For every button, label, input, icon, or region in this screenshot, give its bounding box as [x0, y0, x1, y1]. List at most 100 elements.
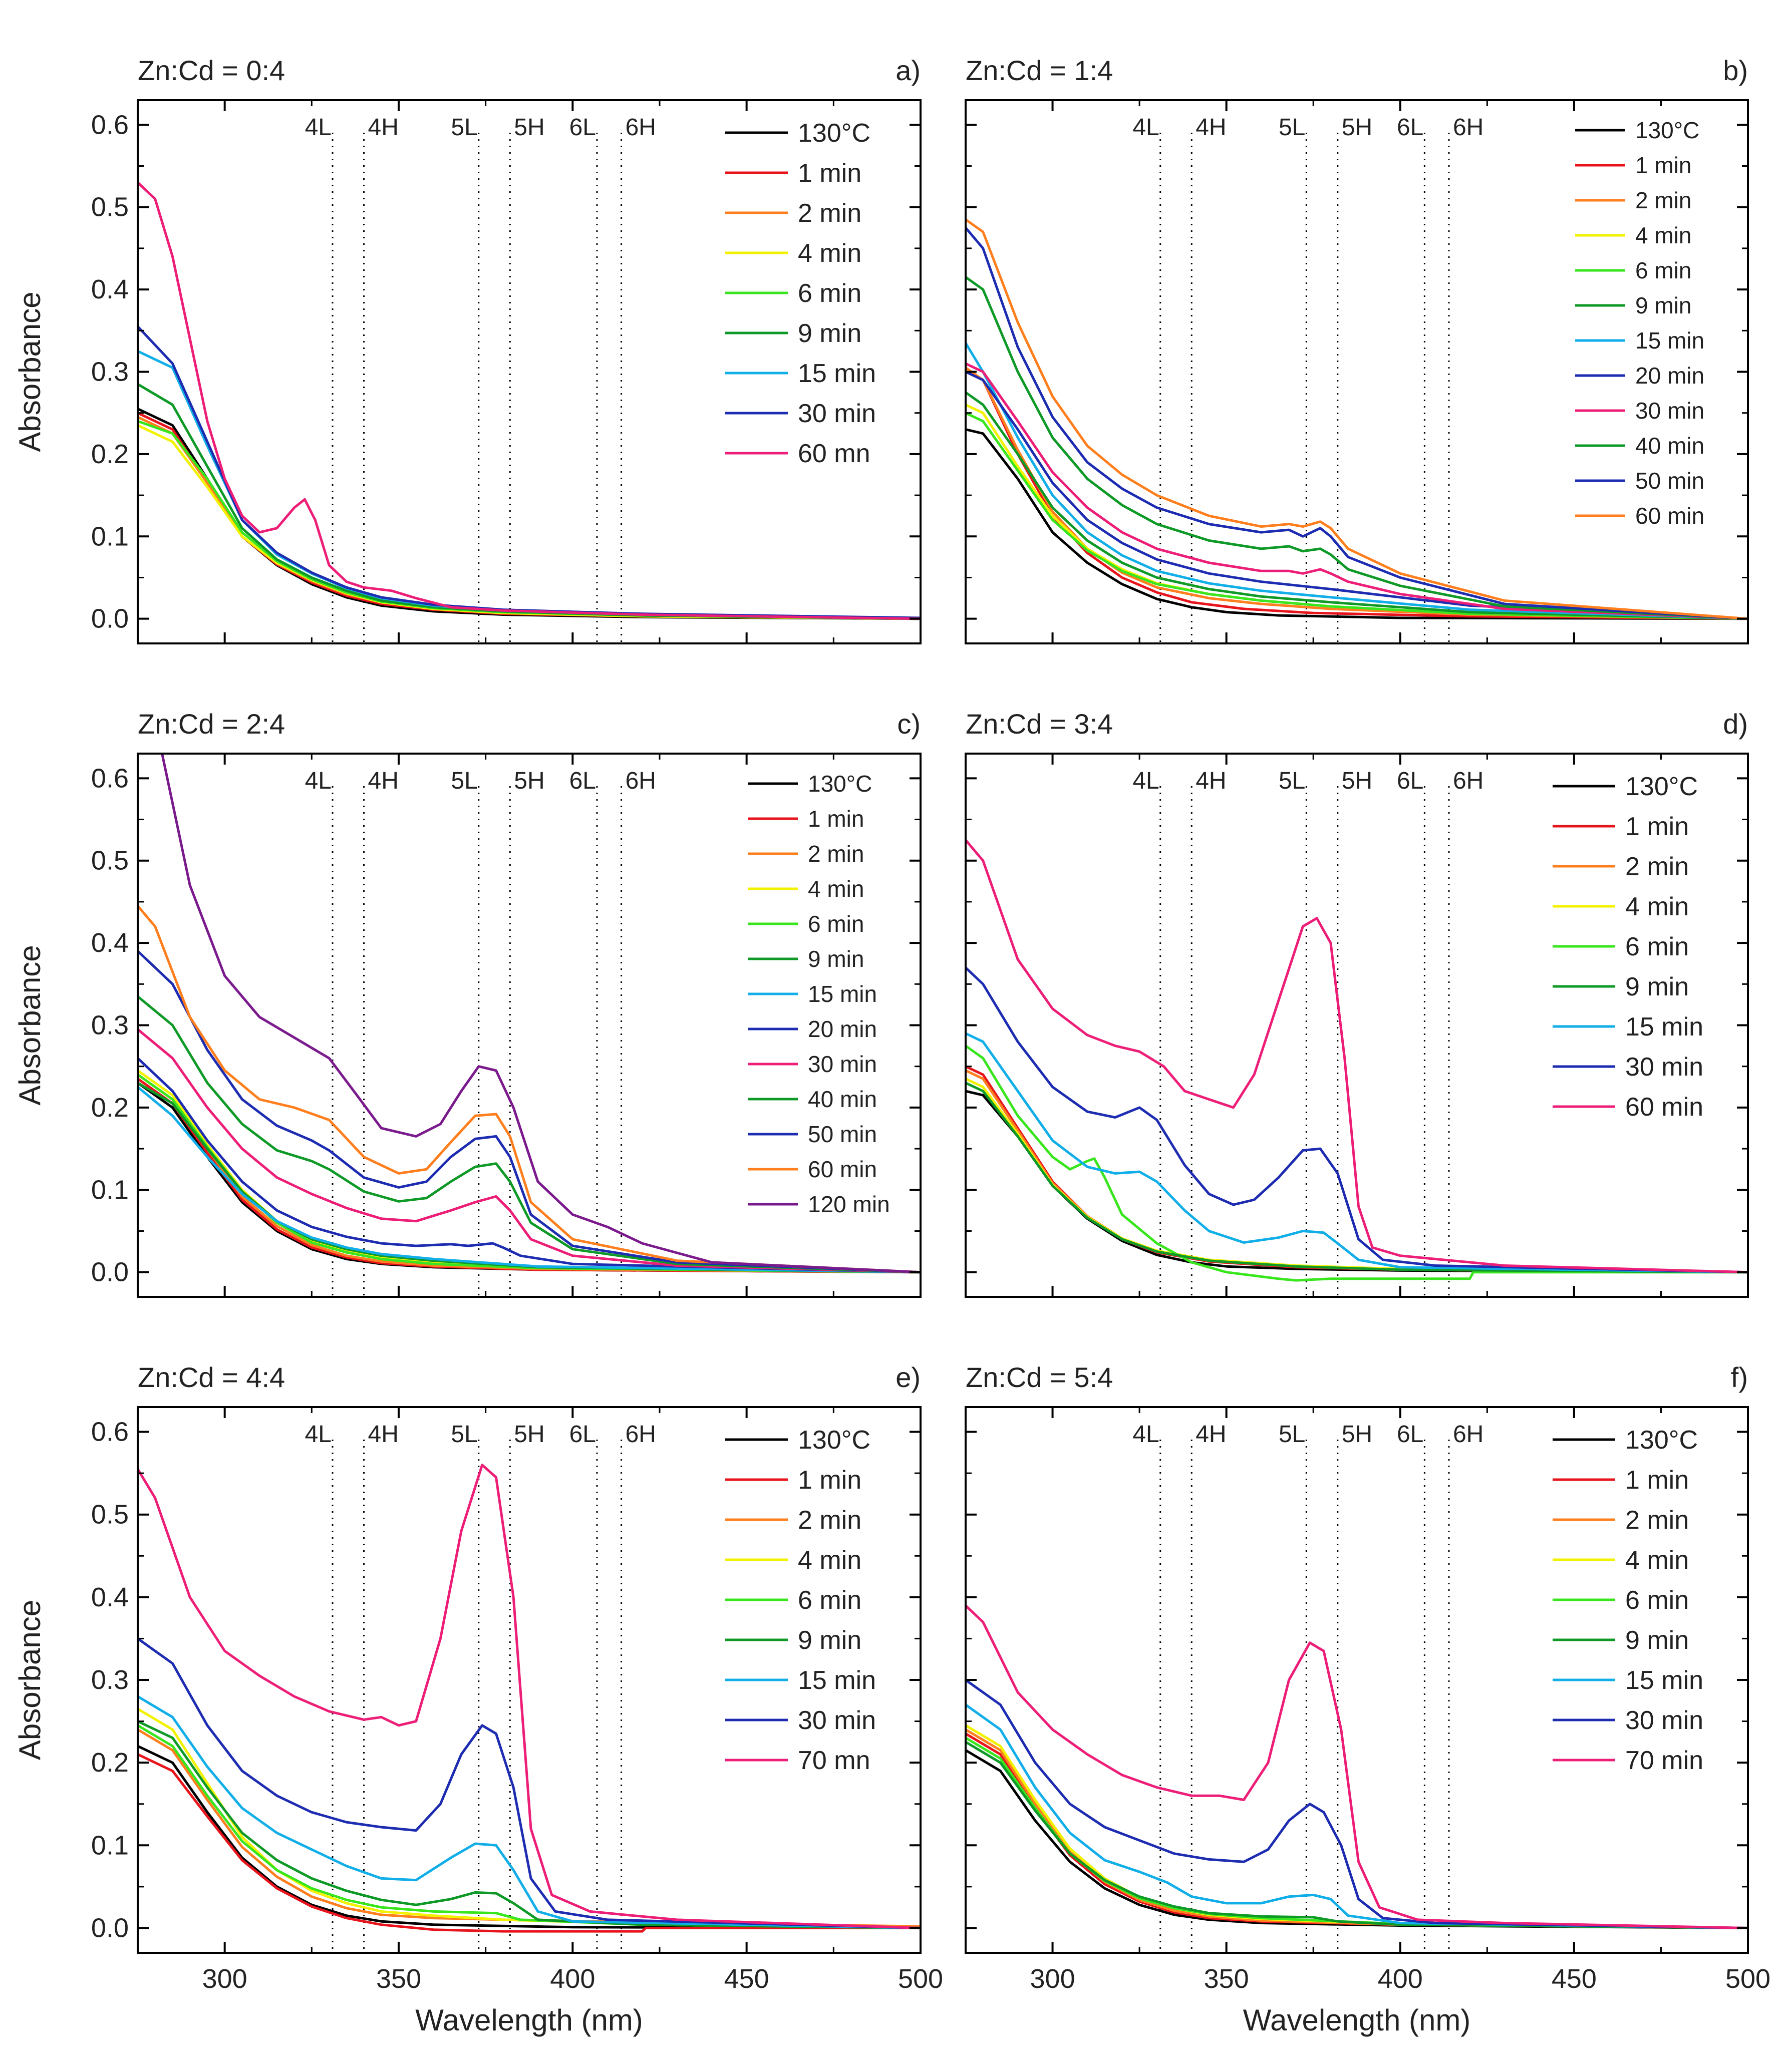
marker-label-5l: 5L	[451, 1421, 477, 1448]
marker-label-6l: 6L	[569, 1421, 596, 1448]
marker-label-5l: 5L	[1279, 768, 1305, 794]
legend-entry: 30 min	[1625, 1053, 1703, 1082]
y-tick-label: 0.2	[91, 1748, 129, 1778]
legend-entry: 60 min	[1635, 503, 1704, 529]
legend-entry: 15 min	[798, 1666, 876, 1695]
series-group	[138, 1464, 921, 1933]
legend-entry: 9 min	[1635, 292, 1691, 318]
panel-title: Zn:Cd = 3:4	[966, 708, 1113, 740]
series-line-50-min	[138, 950, 921, 1274]
series-line-1-min	[966, 371, 1748, 620]
legend-entry: 1 min	[1625, 812, 1689, 841]
series-line-15-min	[138, 1086, 921, 1274]
series-line-120-min	[161, 754, 921, 1274]
series-line-4-min	[966, 404, 1748, 620]
marker-label-5h: 5H	[1342, 1421, 1372, 1448]
legend-entry: 6 min	[798, 1586, 861, 1615]
series-line-2-min	[966, 1728, 1748, 1929]
series-line-9-min	[966, 1741, 1748, 1929]
legend-entry: 130°C	[1635, 117, 1699, 143]
marker-label-5l: 5L	[451, 768, 477, 794]
series-line-2-min	[138, 1074, 921, 1274]
x-tick-label: 400	[550, 1964, 595, 1994]
legend-entry: 9 min	[1625, 972, 1689, 1001]
y-tick-label: 0.0	[91, 1913, 129, 1943]
panel-title: Zn:Cd = 2:4	[138, 708, 285, 740]
series-group	[966, 218, 1748, 620]
marker-label-5h: 5H	[514, 114, 544, 141]
legend-entry: 70 mn	[798, 1746, 870, 1775]
legend-entry: 15 min	[1635, 327, 1704, 354]
legend-entry: 30 min	[798, 1706, 876, 1735]
marker-label-5l: 5L	[1279, 1421, 1305, 1448]
legend-entry: 1 min	[798, 159, 861, 188]
series-line-130-c	[966, 428, 1748, 620]
series-line-130-c	[138, 1082, 921, 1274]
legend: 130°C 1 min 2 min 4 min 6 min 9 min 15 min 30 m…	[1553, 772, 1703, 1122]
series-line-9-min	[138, 1082, 921, 1274]
series-line-70-min	[966, 1604, 1748, 1929]
y-tick-label: 0.4	[91, 274, 129, 304]
series-line-4-min	[138, 1069, 921, 1274]
marker-label-4l: 4L	[305, 114, 332, 141]
y-tick-label: 0.3	[91, 357, 129, 387]
legend-entry: 70 min	[1625, 1746, 1703, 1775]
legend-entry: 30 min	[808, 1051, 877, 1077]
marker-label-6h: 6H	[1453, 768, 1483, 794]
panel-c: Zn:Cd = 2:4 c) 4L 4H 5L 5H 6L 6H 0.0 0.1 0.2 0.3 0.4…	[13, 708, 922, 1298]
marker-label-5l: 5L	[1279, 114, 1305, 141]
series-group	[966, 839, 1748, 1282]
series-line-20-min	[966, 371, 1748, 620]
plot-frame	[965, 99, 1749, 644]
panel-title: Zn:Cd = 4:4	[138, 1361, 285, 1393]
y-tick-label: 0.6	[91, 763, 129, 793]
y-tick-label: 0.2	[91, 1093, 129, 1123]
panel-letter: d)	[1723, 708, 1748, 740]
series-line-40-min	[966, 276, 1748, 620]
series-line-30-min	[966, 966, 1748, 1274]
legend-entry: 15 min	[798, 359, 876, 388]
series-line-6-min	[138, 1074, 921, 1274]
marker-label-4l: 4L	[1132, 768, 1159, 794]
series-line-6-min	[966, 1737, 1748, 1929]
x-axis-title: Wavelength (nm)	[415, 2003, 643, 2037]
series-group	[138, 181, 921, 620]
legend-entry: 6 min	[1625, 932, 1689, 961]
legend-entry: 2 min	[808, 841, 864, 867]
marker-label-6h: 6H	[626, 114, 656, 141]
legend-entry: 60 min	[808, 1156, 877, 1182]
legend: 130°C 1 min 2 min 4 min 6 min 9 min 15 min 20 m…	[748, 771, 890, 1217]
x-tick-label: 500	[1725, 1964, 1770, 1994]
legend-entry: 40 min	[808, 1086, 877, 1112]
legend-entry: 9 min	[808, 946, 864, 972]
marker-label-5h: 5H	[514, 768, 544, 794]
series-line-30-min	[966, 362, 1748, 620]
marker-label-6l: 6L	[569, 768, 596, 794]
series-line-15-min	[138, 350, 921, 620]
legend-entry: 130°C	[1625, 772, 1698, 801]
marker-label-4l: 4L	[1132, 1421, 1159, 1448]
legend-entry: 2 min	[1625, 1506, 1689, 1535]
series-line-130-c	[138, 1745, 921, 1929]
legend-entry: 4 min	[798, 239, 861, 268]
marker-label-4h: 4H	[1196, 1421, 1226, 1448]
y-tick-label: 0.4	[91, 928, 129, 958]
marker-label-6h: 6H	[626, 1421, 656, 1448]
plot-frame	[137, 753, 922, 1298]
y-tick-label: 0.0	[91, 604, 129, 634]
legend-entry: 1 min	[1635, 152, 1691, 178]
legend-entry: 4 min	[1625, 892, 1689, 921]
panel-letter: a)	[896, 55, 921, 86]
series-line-60-min	[966, 839, 1748, 1274]
legend-entry: 1 min	[798, 1466, 861, 1495]
y-tick-label: 0.1	[91, 1175, 129, 1205]
legend-entry: 4 min	[1635, 222, 1691, 248]
marker-label-5h: 5H	[514, 1421, 544, 1448]
series-line-6-min	[966, 1045, 1748, 1282]
legend-entry: 120 min	[808, 1191, 890, 1217]
series-line-30-min	[138, 1028, 921, 1274]
panel-title: Zn:Cd = 5:4	[966, 1361, 1113, 1393]
y-tick-label: 0.4	[91, 1582, 129, 1612]
legend-entry: 1 min	[808, 806, 864, 832]
legend: 130°C 1 min 2 min 4 min 6 min 9 min 15 min 30 m…	[1553, 1426, 1703, 1775]
